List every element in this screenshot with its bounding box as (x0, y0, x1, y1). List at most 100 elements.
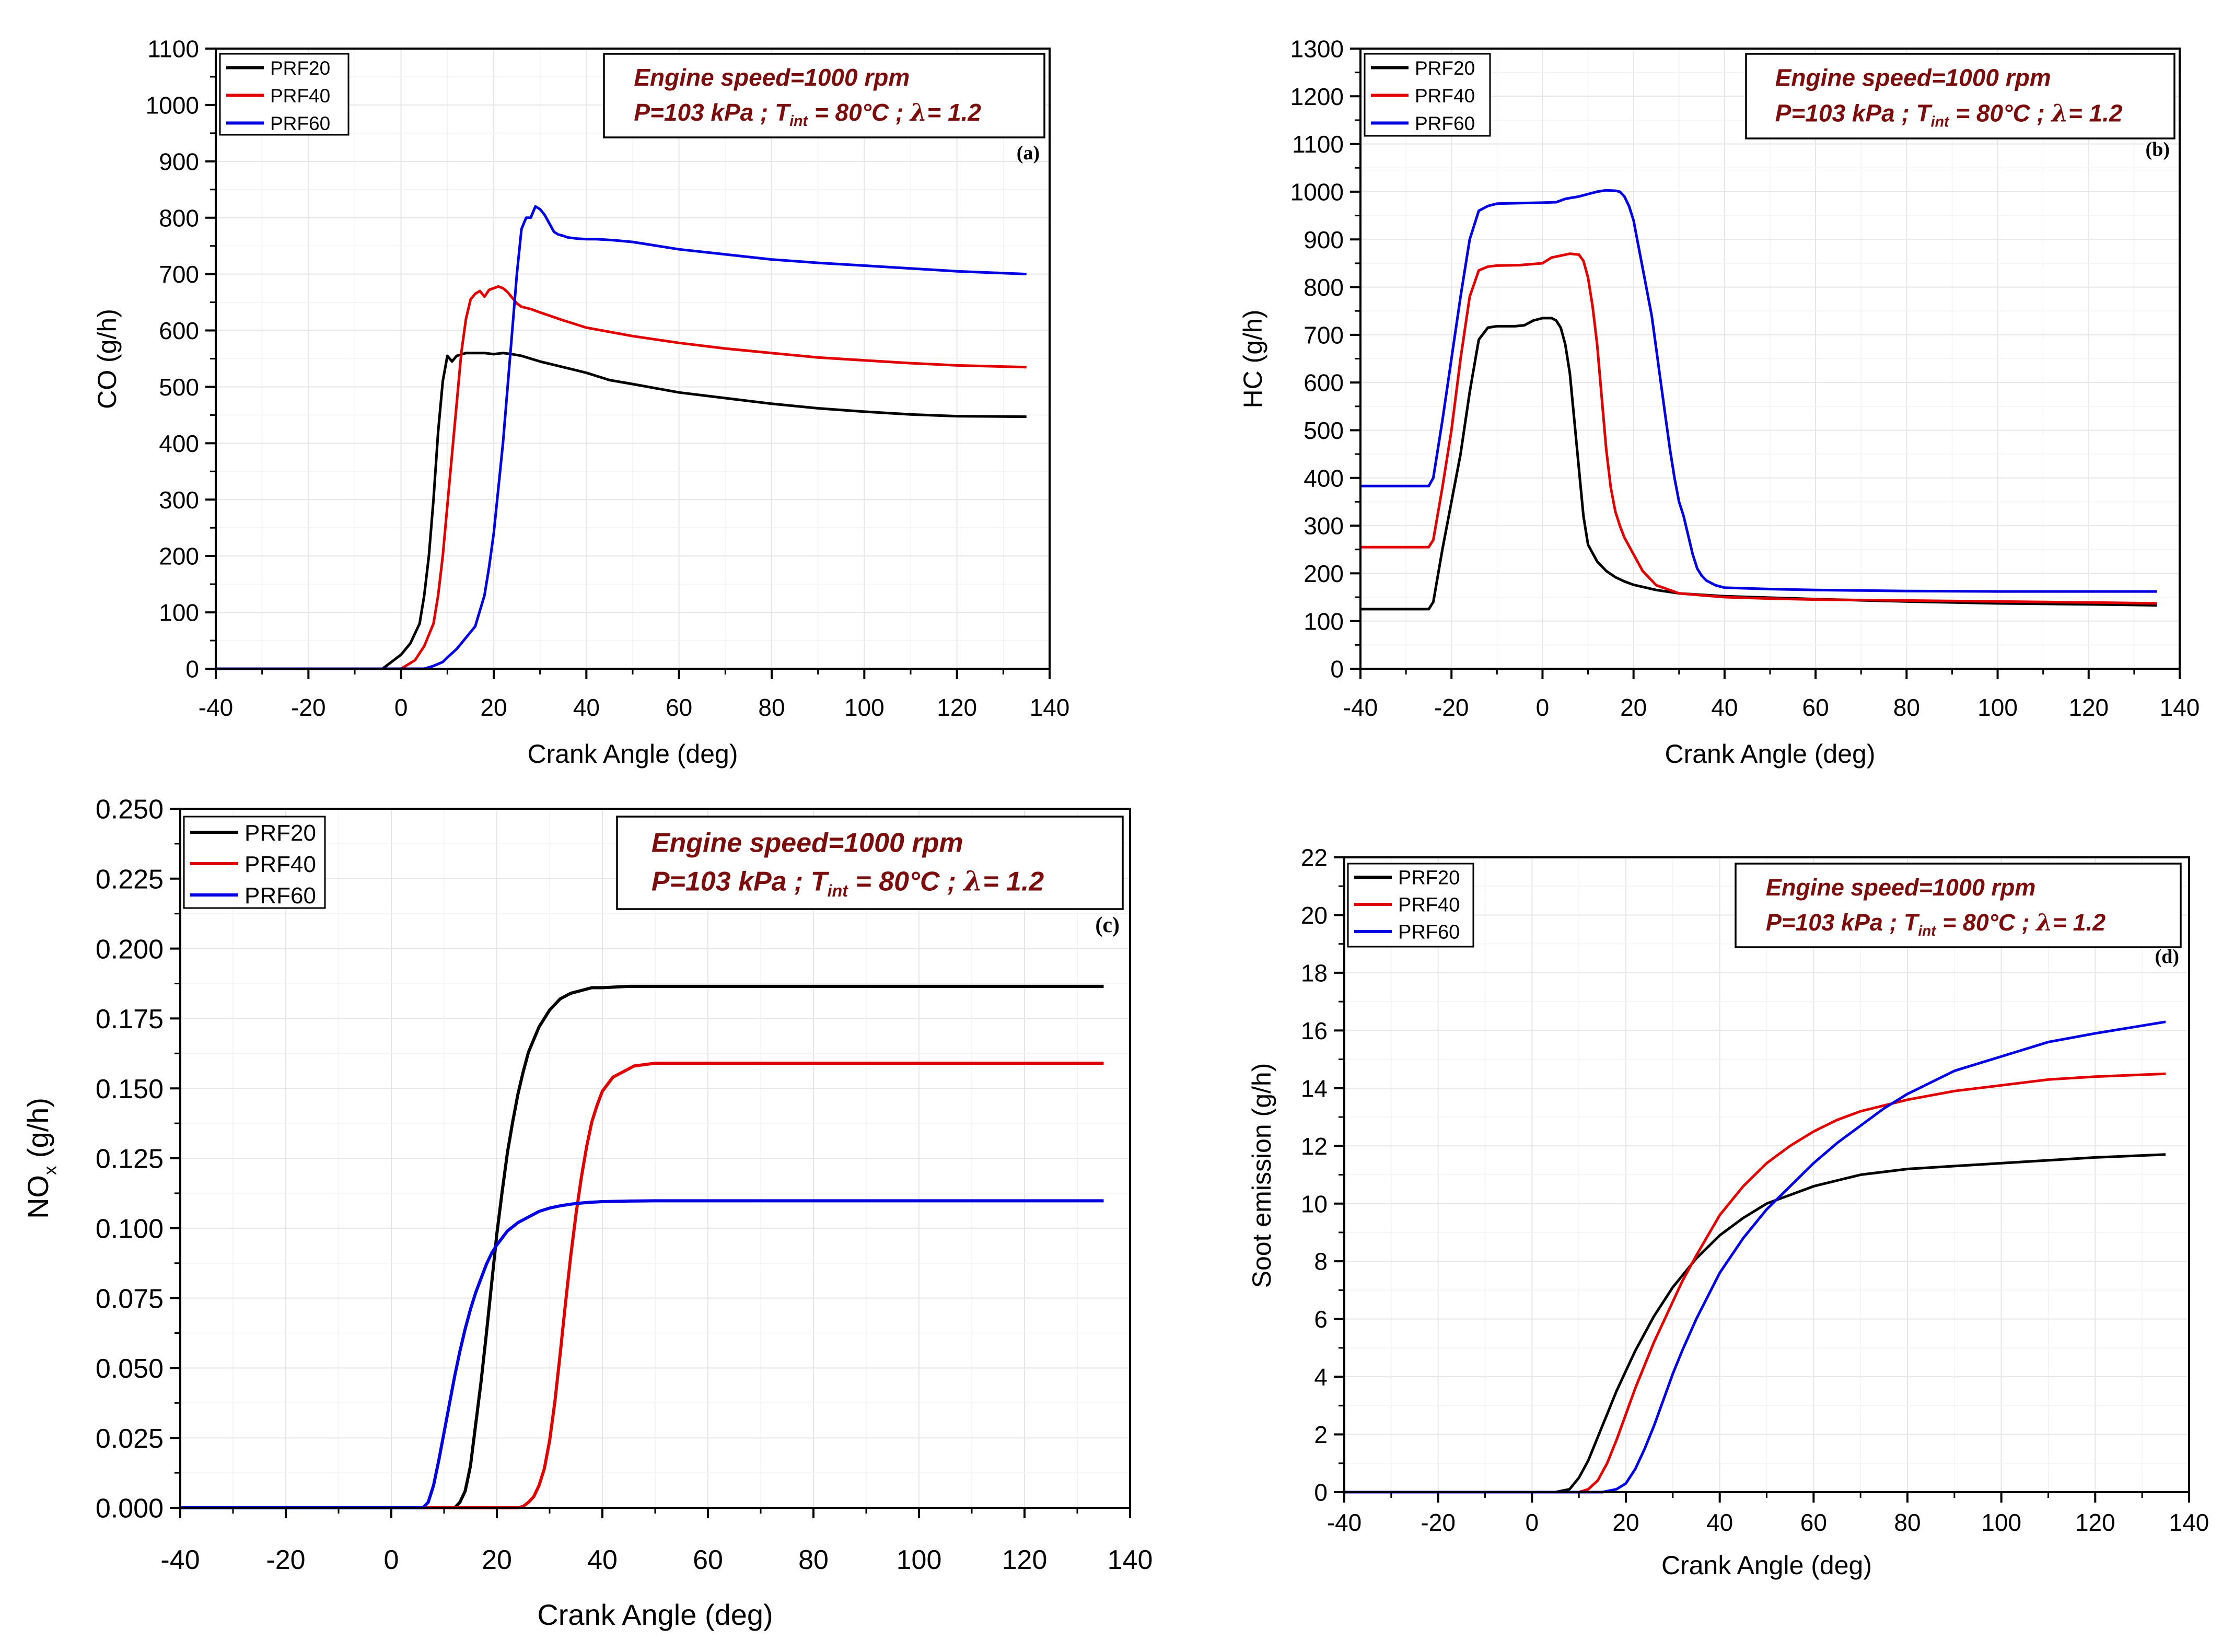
chart-c: -40 -20 0 20 40 60 80 100 120 140 0.000 0.025 0.050 0… (21, 795, 1153, 1631)
x-axis-label: Crank Angle (deg) (527, 739, 738, 769)
legend-label: PRF60 (245, 883, 316, 909)
y-tick-label: 0.100 (96, 1214, 164, 1244)
y-tick-label: 8 (1314, 1248, 1328, 1275)
x-tick-label: -40 (1327, 1509, 1362, 1536)
x-tick-label: 80 (798, 1545, 829, 1575)
y-tick-label: 1000 (146, 91, 199, 119)
legend-label: PRF40 (245, 852, 316, 877)
series-line-prf20 (1360, 317, 2157, 611)
x-tick-label: 40 (587, 1545, 618, 1575)
series-line-prf40 (1344, 1072, 2166, 1494)
condition-box: Engine speed=1000 rpm P=103 kPa ; Tint = … (1745, 53, 2175, 139)
legend-label: PRF40 (1398, 894, 1460, 916)
y-tick-label: 600 (159, 317, 199, 344)
x-tick-label: 60 (666, 694, 692, 721)
y-tick-label: 0 (185, 656, 199, 683)
x-tick-label: 0 (1536, 694, 1550, 721)
x-tick-label: 20 (1612, 1509, 1639, 1536)
y-tick-label: 10 (1301, 1190, 1328, 1217)
x-tick-label: 80 (1893, 694, 1920, 721)
grid (1344, 857, 2190, 1493)
condition-frame (616, 816, 1124, 910)
y-tick-label: 200 (1304, 560, 1344, 587)
y-tick-label: 2 (1314, 1421, 1328, 1448)
y-tick-label: 0.050 (96, 1354, 164, 1384)
x-tick-label: 120 (2068, 694, 2109, 721)
operating-conditions-text: P=103 kPa ; Tint = 80°C ; λ= 1.2 (651, 866, 1044, 900)
x-tick-label: 100 (897, 1545, 942, 1575)
x-tick-label: 0 (384, 1545, 399, 1575)
legend: PRF20 PRF40 PRF60 (1364, 53, 1491, 137)
legend-label: PRF40 (270, 85, 330, 107)
y-tick-label: 400 (1304, 464, 1344, 492)
series-line-prf60 (180, 1199, 1104, 1509)
y-tick-label: 900 (159, 148, 199, 175)
y-tick-label: 0.150 (96, 1074, 164, 1104)
series-line-prf20 (216, 352, 1027, 670)
y-tick-label: 0.125 (96, 1144, 164, 1174)
y-tick-label: 100 (159, 599, 199, 626)
legend-label: PRF20 (270, 57, 330, 79)
x-tick-label: -40 (160, 1545, 200, 1575)
y-tick-label: 0.000 (96, 1494, 164, 1524)
legend-label: PRF60 (1415, 113, 1475, 134)
x-tick-label: 100 (1977, 694, 2018, 721)
x-axis-label: Crank Angle (deg) (1665, 739, 1875, 769)
grid (215, 48, 1050, 669)
x-tick-label: 0 (394, 694, 408, 721)
y-tick-label: 18 (1301, 959, 1328, 986)
y-tick-label: 0.225 (96, 865, 164, 895)
y-tick-label: 600 (1304, 369, 1344, 397)
x-tick-label: 40 (1706, 1509, 1733, 1536)
x-tick-label: 60 (693, 1545, 723, 1575)
y-tick-label: 0.250 (96, 795, 164, 825)
y-tick-label: 700 (159, 261, 199, 288)
x-tick-label: 140 (2169, 1509, 2209, 1536)
x-tick-label: 140 (1030, 694, 1070, 721)
x-tick-label: -20 (291, 694, 325, 721)
engine-speed-text: Engine speed=1000 rpm (651, 828, 963, 858)
y-axis-label: HC (g/h) (1238, 310, 1267, 409)
legend-label: PRF40 (1415, 85, 1475, 107)
y-axis-label: NOx (g/h) (21, 1098, 61, 1219)
legend-label: PRF60 (270, 113, 330, 134)
x-tick-label: 40 (1711, 694, 1738, 721)
x-tick-label: -20 (266, 1545, 305, 1575)
y-tick-label: 200 (159, 543, 199, 570)
y-tick-label: 4 (1314, 1364, 1328, 1391)
y-tick-label: 1100 (147, 36, 199, 63)
legend: PRF20 PRF40 PRF60 (1347, 863, 1474, 948)
series-line-prf60 (1344, 1020, 2166, 1494)
legend-label: PRF20 (1398, 867, 1460, 889)
chart-a: -40 -20 0 20 40 60 80 100 120 140 0 100 200 300 400 500… (92, 36, 1069, 769)
series-line-prf20 (1344, 1153, 2166, 1494)
x-tick-label: 100 (1981, 1509, 2021, 1536)
legend: PRF20 PRF40 PRF60 (183, 816, 326, 909)
y-tick-label: 900 (1304, 226, 1344, 253)
x-axis-label: Crank Angle (deg) (1661, 1551, 1872, 1580)
x-tick-label: -20 (1434, 694, 1469, 721)
legend: PRF20 PRF40 PRF60 (219, 53, 350, 136)
y-tick-label: 0.075 (96, 1284, 164, 1314)
legend-label: PRF60 (1398, 922, 1460, 944)
x-tick-label: 60 (1802, 694, 1829, 721)
x-tick-label: 20 (1620, 694, 1647, 721)
y-tick-label: 500 (1304, 417, 1344, 444)
y-tick-label: 0.175 (96, 1004, 164, 1034)
y-tick-label: 0 (1330, 656, 1344, 683)
grid (1360, 48, 2180, 669)
x-tick-label: 40 (573, 694, 600, 721)
y-tick-label: 700 (1304, 321, 1344, 348)
x-tick-label: 20 (482, 1545, 512, 1575)
x-tick-label: 120 (1002, 1545, 1048, 1575)
y-tick-label: 0.025 (96, 1424, 164, 1454)
y-tick-label: 14 (1301, 1075, 1328, 1102)
legend-label: PRF20 (245, 820, 316, 846)
x-tick-label: 20 (480, 694, 507, 721)
y-tick-label: 300 (159, 486, 199, 514)
x-axis-label: Crank Angle (deg) (537, 1598, 773, 1631)
y-tick-label: 6 (1314, 1306, 1328, 1333)
y-axis-label: Soot emission (g/h) (1247, 1063, 1276, 1288)
x-tick-label: -20 (1421, 1509, 1455, 1536)
